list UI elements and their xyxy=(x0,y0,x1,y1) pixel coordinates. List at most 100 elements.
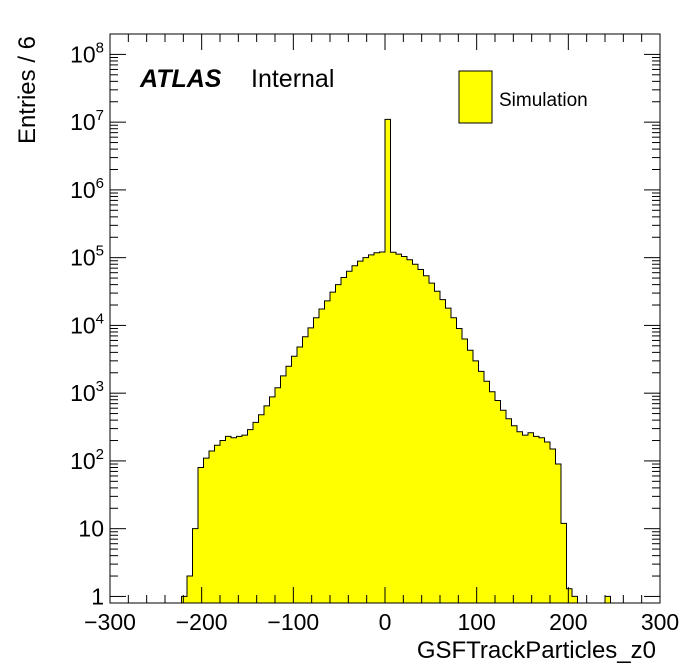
histogram-bar xyxy=(374,252,380,604)
histogram-bar xyxy=(280,375,286,603)
histogram-bar xyxy=(390,252,396,604)
histogram-bar xyxy=(346,271,352,603)
y-tick-label: 107 xyxy=(70,107,104,135)
histogram-bar xyxy=(269,396,275,603)
histogram-bar xyxy=(368,254,374,604)
histogram-bar xyxy=(187,576,193,603)
histogram-bar xyxy=(357,261,363,603)
atlas-internal-label: Internal xyxy=(251,65,334,93)
y-tick-label: 1 xyxy=(91,583,104,609)
histogram-bar xyxy=(401,256,407,603)
histogram-bar xyxy=(236,436,242,603)
histogram-bar xyxy=(412,264,418,603)
histogram-bar xyxy=(605,596,611,603)
legend-swatch xyxy=(458,70,493,124)
histogram-bar xyxy=(522,435,528,603)
histogram-bar xyxy=(533,436,539,603)
axis-ticks-layer xyxy=(109,33,661,603)
y-tick-label: 108 xyxy=(70,39,104,67)
histogram-bar xyxy=(467,350,473,603)
histogram-bar xyxy=(506,418,512,603)
y-tick-label: 103 xyxy=(70,378,104,406)
histogram-bar xyxy=(566,588,572,603)
x-tick-label: −200 xyxy=(176,609,228,635)
histogram-bar xyxy=(363,257,369,603)
histogram-bar xyxy=(308,327,314,603)
histogram-bar xyxy=(220,440,226,603)
histogram-bar xyxy=(297,347,303,603)
histogram-bar xyxy=(445,308,451,603)
histogram-bar xyxy=(484,381,490,603)
y-tick-label: 10 xyxy=(78,516,104,542)
histogram-bar xyxy=(500,410,506,603)
histogram-bar xyxy=(555,464,561,603)
histogram-bar xyxy=(385,119,391,603)
histogram-bar xyxy=(379,252,385,603)
histogram-bar xyxy=(209,451,215,603)
histogram-bar xyxy=(319,308,325,603)
histogram-bar xyxy=(440,299,446,603)
histogram-bar xyxy=(572,596,578,603)
histogram-bar xyxy=(423,275,429,603)
histogram-bar xyxy=(335,284,341,603)
histogram-bar xyxy=(302,336,308,603)
histogram-bar xyxy=(231,437,237,603)
y-tick-labels: 1 10 102 103 104 105 106 107 108 xyxy=(70,39,104,609)
histogram-bar xyxy=(489,391,495,603)
histogram-bar xyxy=(192,528,198,603)
histogram-bar xyxy=(247,429,253,603)
atlas-label: ATLAS xyxy=(139,65,222,93)
histogram-bar xyxy=(253,422,259,603)
x-tick-label: 0 xyxy=(379,609,392,635)
histogram-bar xyxy=(352,265,358,603)
x-tick-label: −300 xyxy=(84,609,136,635)
histogram-bar xyxy=(203,458,209,603)
histogram-bar xyxy=(434,291,440,603)
histogram-bar xyxy=(462,339,468,603)
histogram-bar xyxy=(544,442,550,603)
histogram-bar xyxy=(313,317,319,603)
x-axis-label: GSFTrackParticles_z0 xyxy=(417,637,656,664)
histogram-bar xyxy=(511,425,517,603)
histogram-bar xyxy=(324,300,330,603)
y-tick-label: 104 xyxy=(70,310,104,338)
y-tick-label: 106 xyxy=(70,175,104,203)
legend-label: Simulation xyxy=(499,90,588,111)
histogram-bar xyxy=(198,467,204,603)
histogram-bar xyxy=(478,371,484,603)
histogram-bar xyxy=(341,277,347,603)
x-tick-label: −100 xyxy=(267,609,319,635)
legend: Simulation xyxy=(458,70,588,124)
histogram-bar xyxy=(561,523,567,603)
histogram-bar xyxy=(550,448,556,603)
x-tick-label: 100 xyxy=(457,609,495,635)
histogram-bar xyxy=(264,405,270,603)
histogram-bar xyxy=(396,254,402,603)
histogram-bar xyxy=(275,387,281,603)
histogram-bar xyxy=(528,432,534,603)
histogram-bar xyxy=(418,269,424,603)
histogram-bar xyxy=(181,596,187,603)
histogram-bar xyxy=(214,445,220,603)
histogram-bar xyxy=(291,356,297,603)
x-tick-label: 300 xyxy=(641,609,679,635)
histogram-bar xyxy=(473,360,479,603)
histogram-bar xyxy=(258,414,264,603)
histogram-bar xyxy=(225,436,231,603)
bars-layer xyxy=(181,119,611,604)
histogram-bar xyxy=(330,292,336,603)
histogram-bar xyxy=(286,366,292,603)
y-tick-label: 105 xyxy=(70,243,104,271)
histogram-bar xyxy=(429,283,435,603)
histogram-bar xyxy=(517,431,523,603)
histogram-bar xyxy=(495,400,501,603)
histogram-bar xyxy=(242,435,248,603)
x-tick-labels: −300 −200 −100 0 100 200 300 xyxy=(84,609,679,635)
histogram-bar xyxy=(456,328,462,603)
histogram-bar xyxy=(451,317,457,603)
histogram-bar xyxy=(539,437,545,603)
x-tick-label: 200 xyxy=(549,609,587,635)
histogram-bar xyxy=(407,259,413,603)
